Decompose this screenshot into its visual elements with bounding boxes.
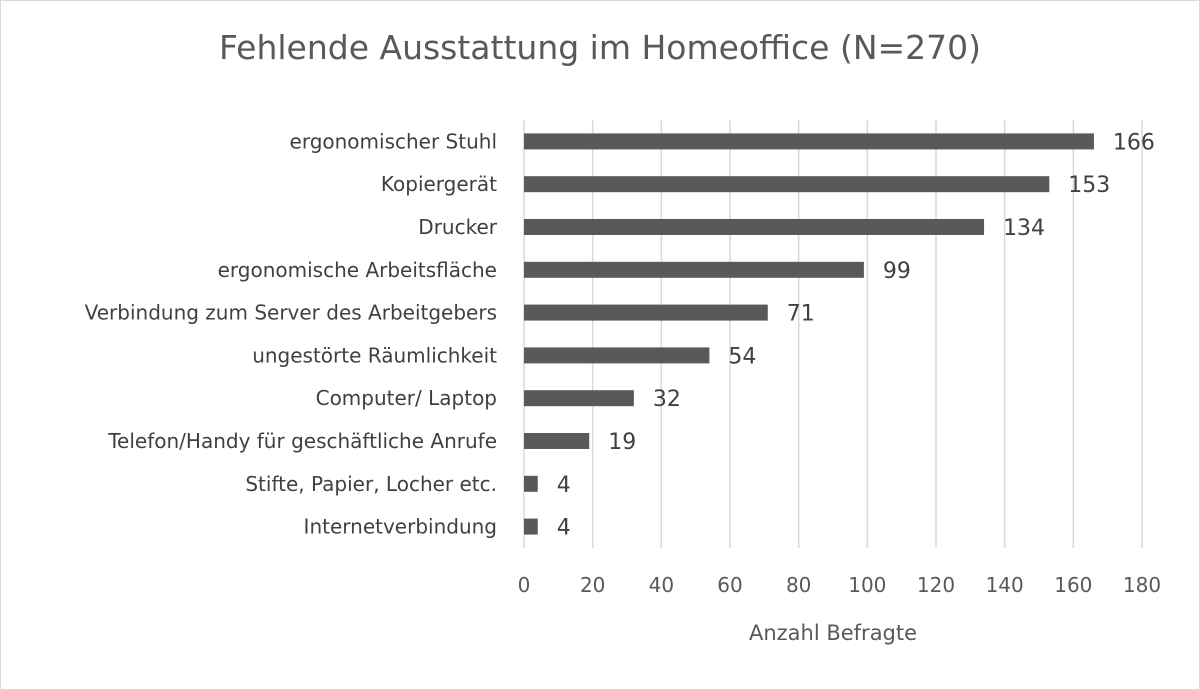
x-tick-label: 0 [518, 573, 531, 597]
data-label: 19 [608, 430, 636, 455]
data-label: 134 [1003, 216, 1045, 241]
category-label: ungestörte Räumlichkeit [252, 343, 497, 367]
x-tick-label: 100 [848, 573, 886, 597]
chart-title: Fehlende Ausstattung im Homeoffice (N=27… [218, 28, 982, 67]
bar [524, 433, 590, 449]
bar [524, 304, 768, 321]
category-label: Drucker [418, 215, 497, 239]
data-label: 99 [883, 259, 911, 284]
category-label: Stifte, Papier, Locher etc. [245, 472, 497, 496]
x-tick-label: 140 [986, 573, 1024, 597]
category-label: Internetverbindung [304, 515, 497, 539]
x-tick-label: 160 [1054, 573, 1092, 597]
data-label: 32 [653, 387, 681, 412]
bar [524, 390, 634, 407]
bar [524, 219, 985, 235]
category-label: Computer/ Laptop [316, 386, 497, 410]
category-label: Verbindung zum Server des Arbeitgebers [85, 301, 497, 325]
x-axis-title: Anzahl Befragte [749, 621, 917, 645]
data-label: 4 [557, 473, 571, 498]
bar [524, 133, 1094, 150]
category-label: ergonomische Arbeitsfläche [218, 258, 497, 282]
bar [524, 475, 538, 492]
category-label: ergonomischer Stuhl [290, 129, 497, 153]
bar [524, 518, 538, 535]
category-label: Telefon/Handy für geschäftliche Anrufe [107, 429, 497, 453]
bar [524, 347, 710, 364]
x-tick-label: 40 [649, 573, 674, 597]
category-label: Kopiergerät [381, 172, 497, 196]
bar [524, 261, 864, 278]
data-label: 4 [557, 516, 571, 541]
x-tick-label: 60 [717, 573, 742, 597]
data-label: 54 [728, 344, 756, 369]
x-tick-label: 120 [917, 573, 955, 597]
x-tick-label: 80 [786, 573, 811, 597]
data-label: 71 [787, 302, 815, 327]
data-label: 166 [1113, 130, 1155, 155]
data-label: 153 [1068, 173, 1110, 198]
x-tick-label: 20 [580, 573, 605, 597]
x-tick-label: 180 [1123, 573, 1161, 597]
bar [524, 176, 1050, 193]
